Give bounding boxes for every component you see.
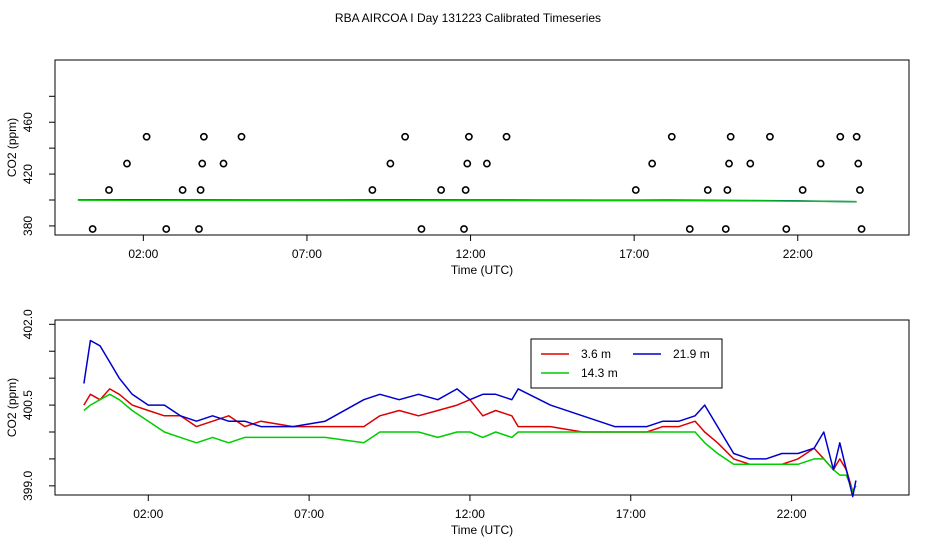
scatter-point xyxy=(854,159,863,168)
scatter-point xyxy=(667,132,676,141)
scatter-point xyxy=(726,132,735,141)
legend: 3.6 m 14.3 m 21.9 m xyxy=(530,338,723,389)
scatter-point xyxy=(162,225,171,233)
x-tick-label: 07:00 xyxy=(294,507,324,521)
scatter-point xyxy=(460,225,468,233)
x-tick-label: 12:00 xyxy=(455,507,485,521)
x-tick-label: 22:00 xyxy=(783,247,813,261)
scatter-point xyxy=(417,225,426,233)
scatter-point xyxy=(465,132,473,141)
plot-frame xyxy=(54,319,910,496)
scatter-point xyxy=(178,186,187,194)
scatter-point xyxy=(856,186,864,194)
y-tick-label: 380 xyxy=(21,216,35,236)
series-line-3-6-m xyxy=(83,388,857,492)
scatter-point xyxy=(685,225,694,233)
legend-label: 3.6 m xyxy=(581,347,611,361)
y-axis-label: CO2 (ppm) xyxy=(5,378,19,437)
scatter-point xyxy=(648,159,657,168)
scatter-point xyxy=(798,186,807,194)
scatter-point xyxy=(782,225,791,233)
scatter-point xyxy=(105,186,113,194)
plot-frame xyxy=(54,59,910,236)
scatter-point xyxy=(852,132,861,141)
scatter-point xyxy=(237,132,246,141)
scatter-point xyxy=(386,159,395,168)
x-tick-label: 22:00 xyxy=(777,507,807,521)
series-line-21-9-m xyxy=(83,339,857,498)
scatter-point xyxy=(219,159,228,168)
x-tick-label: 17:00 xyxy=(619,247,649,261)
x-tick-label: 02:00 xyxy=(133,507,163,521)
scatter-point xyxy=(195,225,203,233)
scatter-point xyxy=(721,225,730,233)
figure-title: RBA AIRCOA I Day 131223 Calibrated Times… xyxy=(335,11,601,25)
y-tick-label: 460 xyxy=(21,112,35,132)
series-line-14-3-m xyxy=(83,393,857,492)
x-axis-label: Time (UTC) xyxy=(451,263,513,277)
scatter-point xyxy=(368,186,377,194)
scatter-point xyxy=(199,132,208,141)
scatter-point xyxy=(437,186,445,194)
scatter-point xyxy=(483,159,491,168)
scatter-point xyxy=(723,186,732,194)
y-tick-label: 402.0 xyxy=(21,309,35,339)
y-tick-label: 400.5 xyxy=(21,390,35,420)
scatter-point xyxy=(88,225,97,233)
scatter-point xyxy=(461,186,470,194)
scatter-point xyxy=(463,159,472,168)
scatter-point xyxy=(631,186,640,194)
legend-label: 14.3 m xyxy=(581,366,618,380)
x-tick-label: 12:00 xyxy=(456,247,486,261)
scatter-point xyxy=(142,132,151,141)
scatter-point xyxy=(766,132,774,141)
scatter-point xyxy=(123,159,131,168)
x-tick-label: 17:00 xyxy=(616,507,646,521)
upper-panel: 02:00 07:00 12:00 17:00 22:00 380 420 460 Time (… xyxy=(5,59,910,277)
lower-panel: 02:00 07:00 12:00 17:00 22:00 399.0 400.5 402.0… xyxy=(5,309,910,537)
scatter-point xyxy=(816,159,825,168)
x-axis-label: Time (UTC) xyxy=(451,523,513,537)
series-line-14-3-m xyxy=(77,199,857,203)
scatter-point xyxy=(502,132,511,141)
scatter-point xyxy=(196,186,205,194)
y-axis-label: CO2 (ppm) xyxy=(5,118,19,177)
y-tick-label: 399.0 xyxy=(21,471,35,501)
legend-box xyxy=(530,338,723,389)
scatter-point xyxy=(725,159,733,168)
scatter-point xyxy=(836,132,845,141)
legend-label: 21.9 m xyxy=(673,347,710,361)
x-tick-label: 02:00 xyxy=(128,247,158,261)
scatter-point xyxy=(198,159,207,168)
scatter-point xyxy=(401,132,410,141)
scatter-point xyxy=(703,186,712,194)
y-tick-label: 420 xyxy=(21,164,35,184)
x-tick-label: 07:00 xyxy=(292,247,322,261)
scatter-point xyxy=(857,225,866,233)
scatter-point xyxy=(746,159,755,168)
